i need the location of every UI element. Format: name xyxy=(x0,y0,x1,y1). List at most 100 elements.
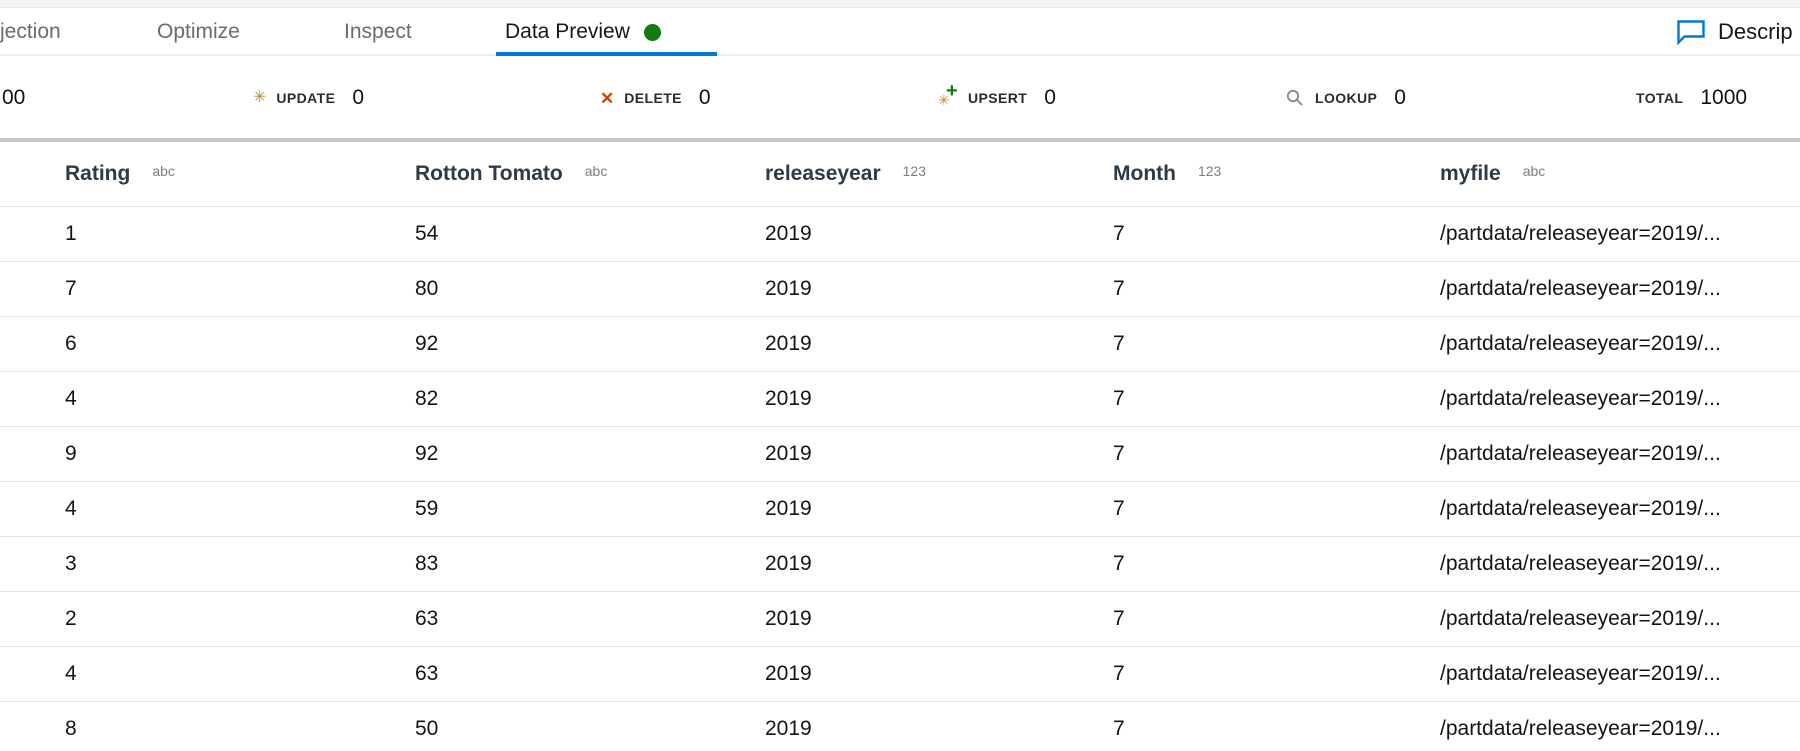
tab-bar: jection Optimize Inspect Data Preview De… xyxy=(0,8,1800,56)
update-asterisk-icon: ✳ xyxy=(253,89,267,106)
cell-rotton-tomato: 82 xyxy=(415,387,439,410)
lookup-magnifier-icon xyxy=(1286,89,1303,106)
cell-myfile: /partdata/releaseyear=2019/... xyxy=(1440,717,1721,740)
tab-data-preview[interactable]: Data Preview xyxy=(505,8,661,56)
cell-rating: 2 xyxy=(65,607,77,630)
update-count: 0 xyxy=(352,86,365,109)
cell-month: 7 xyxy=(1113,332,1125,355)
delete-count: 0 xyxy=(698,86,711,109)
cell-myfile: /partdata/releaseyear=2019/... xyxy=(1440,497,1721,520)
cell-releaseyear: 2019 xyxy=(765,552,812,575)
upsert-asterisk-plus-icon: ✳ + xyxy=(938,80,958,108)
cell-rating: 4 xyxy=(65,497,77,520)
cell-myfile: /partdata/releaseyear=2019/... xyxy=(1440,662,1721,685)
cell-month: 7 xyxy=(1113,387,1125,410)
description-button[interactable]: Descrip xyxy=(1676,8,1793,56)
cell-rotton-tomato: 83 xyxy=(415,552,439,575)
cell-month: 7 xyxy=(1113,222,1125,245)
column-header-myfile[interactable]: myfile abc xyxy=(1440,142,1800,206)
total-count: 1000 xyxy=(1700,86,1748,109)
cell-rating: 6 xyxy=(65,332,77,355)
cell-myfile: /partdata/releaseyear=2019/... xyxy=(1440,387,1721,410)
lookup-label: LOOKUP xyxy=(1315,90,1378,106)
table-row: 2 63 2019 7 /partdata/releaseyear=2019/.… xyxy=(0,591,1800,646)
column-header-releaseyear[interactable]: releaseyear 123 xyxy=(765,142,1113,206)
cell-month: 7 xyxy=(1113,552,1125,575)
column-header-rotton-tomato[interactable]: Rotton Tomato abc xyxy=(415,142,765,206)
tab-projection[interactable]: jection xyxy=(0,8,61,56)
cell-myfile: /partdata/releaseyear=2019/... xyxy=(1440,552,1721,575)
column-header-rating[interactable]: Rating abc xyxy=(0,142,415,206)
column-name: Rating xyxy=(65,162,131,185)
table-header-row: Rating abc Rotton Tomato abc releaseyear… xyxy=(0,142,1800,206)
cell-releaseyear: 2019 xyxy=(765,662,812,685)
cell-month: 7 xyxy=(1113,277,1125,300)
cell-rating: 1 xyxy=(65,222,77,245)
lookup-count: 0 xyxy=(1394,86,1406,109)
tab-inspect-label: Inspect xyxy=(344,20,412,43)
preview-ready-dot-icon xyxy=(643,23,661,41)
cell-releaseyear: 2019 xyxy=(765,277,812,300)
table-row: 9 92 2019 7 /partdata/releaseyear=2019/.… xyxy=(0,426,1800,481)
cell-month: 7 xyxy=(1113,442,1125,465)
table-row: 4 59 2019 7 /partdata/releaseyear=2019/.… xyxy=(0,481,1800,536)
column-name: Rotton Tomato xyxy=(415,162,563,185)
column-type-badge: abc xyxy=(1522,163,1546,179)
cell-rating: 4 xyxy=(65,387,77,410)
cell-rotton-tomato: 80 xyxy=(415,277,439,300)
cell-rating: 9 xyxy=(65,442,77,465)
cell-rotton-tomato: 54 xyxy=(415,222,439,245)
stat-update: ✳ UPDATE 0 xyxy=(253,56,364,140)
cell-rotton-tomato: 50 xyxy=(415,717,439,740)
column-name: myfile xyxy=(1440,162,1501,185)
total-label: TOTAL xyxy=(1636,90,1684,106)
cell-rating: 4 xyxy=(65,662,77,685)
tab-projection-label: jection xyxy=(0,20,61,43)
cell-releaseyear: 2019 xyxy=(765,497,812,520)
upsert-label: UPSERT xyxy=(968,90,1028,106)
data-preview-table: Rating abc Rotton Tomato abc releaseyear… xyxy=(0,140,1800,751)
table-row: 4 63 2019 7 /partdata/releaseyear=2019/.… xyxy=(0,646,1800,701)
cell-rotton-tomato: 63 xyxy=(415,607,439,630)
description-label: Descrip xyxy=(1718,19,1793,44)
tab-data-preview-label: Data Preview xyxy=(505,20,630,43)
tab-optimize[interactable]: Optimize xyxy=(157,8,240,56)
column-name: Month xyxy=(1113,162,1176,185)
stat-delete: ✕ DELETE 0 xyxy=(600,56,711,140)
cell-rotton-tomato: 63 xyxy=(415,662,439,685)
upsert-count: 0 xyxy=(1044,86,1056,109)
cell-releaseyear: 2019 xyxy=(765,387,812,410)
cell-releaseyear: 2019 xyxy=(765,607,812,630)
comment-icon xyxy=(1677,20,1705,45)
cell-myfile: /partdata/releaseyear=2019/... xyxy=(1440,442,1721,465)
tab-optimize-label: Optimize xyxy=(157,20,240,43)
cell-myfile: /partdata/releaseyear=2019/... xyxy=(1440,222,1721,245)
cell-releaseyear: 2019 xyxy=(765,717,812,740)
cell-myfile: /partdata/releaseyear=2019/... xyxy=(1440,332,1721,355)
cell-rotton-tomato: 59 xyxy=(415,497,439,520)
cell-rotton-tomato: 92 xyxy=(415,332,439,355)
delete-x-icon: ✕ xyxy=(600,88,615,108)
top-strip xyxy=(0,0,1800,8)
column-name: releaseyear xyxy=(765,162,881,185)
table-row: 3 83 2019 7 /partdata/releaseyear=2019/.… xyxy=(0,536,1800,591)
cell-month: 7 xyxy=(1113,717,1125,740)
table-row: 6 92 2019 7 /partdata/releaseyear=2019/.… xyxy=(0,316,1800,371)
insert-count: 00 xyxy=(2,86,26,109)
table-row: 1 54 2019 7 /partdata/releaseyear=2019/.… xyxy=(0,206,1800,261)
cell-myfile: /partdata/releaseyear=2019/... xyxy=(1440,277,1721,300)
column-type-badge: 123 xyxy=(902,163,926,179)
cell-month: 7 xyxy=(1113,497,1125,520)
stat-insert-count-partial: 00 xyxy=(2,56,25,140)
cell-month: 7 xyxy=(1113,662,1125,685)
update-label: UPDATE xyxy=(276,90,336,106)
column-type-badge: abc xyxy=(584,163,608,179)
cell-myfile: /partdata/releaseyear=2019/... xyxy=(1440,607,1721,630)
cell-rating: 7 xyxy=(65,277,77,300)
cell-rotton-tomato: 92 xyxy=(415,442,439,465)
stat-total: TOTAL 1000 xyxy=(1636,56,1747,140)
tab-inspect[interactable]: Inspect xyxy=(344,8,412,56)
column-header-month[interactable]: Month 123 xyxy=(1113,142,1440,206)
table-row: 7 80 2019 7 /partdata/releaseyear=2019/.… xyxy=(0,261,1800,316)
stat-lookup: LOOKUP 0 xyxy=(1285,56,1406,140)
